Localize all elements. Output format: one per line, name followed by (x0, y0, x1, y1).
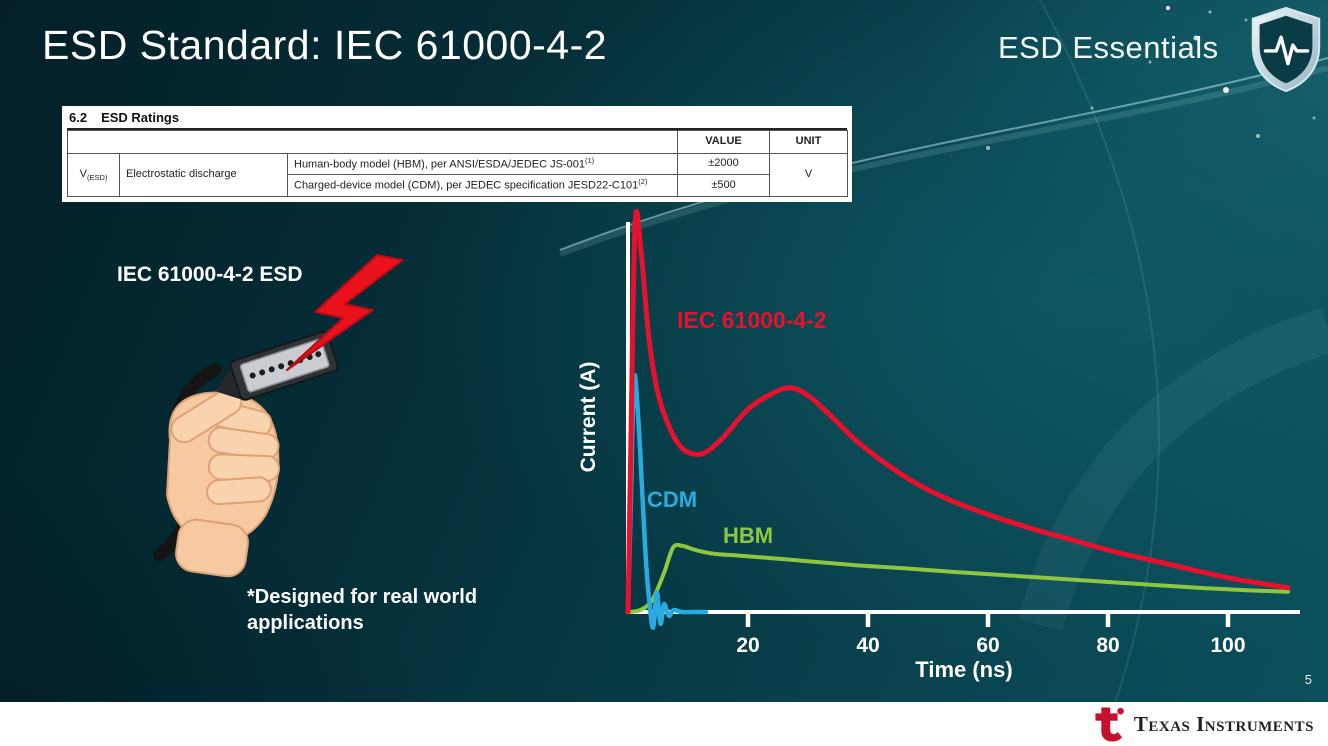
ti-logo: Texas Instruments (1091, 702, 1314, 746)
hand-cable-illustration (153, 254, 404, 578)
series-label-cdm: CDM (647, 487, 698, 512)
hbm-description-cell: Human-body model (HBM), per ANSI/ESDA/JE… (286, 152, 679, 176)
hand (165, 387, 280, 578)
section-number: 6.2 (69, 110, 88, 125)
ti-bug-icon (1095, 707, 1124, 741)
page-number: 5 (1304, 672, 1312, 687)
table-header-row: VALUE UNIT (66, 130, 849, 154)
param-symbol-cell: V(ESD) (67, 153, 120, 197)
unit-header: UNIT (769, 130, 849, 154)
series-label-iec: IEC 61000-4-2 (677, 307, 827, 333)
footnote-text: *Designed for real world applications (247, 586, 478, 634)
hbm-value-cell: ±2000 (677, 152, 771, 176)
x-axis-label: Time (ns) (915, 657, 1013, 682)
ti-logo-text: Texas Instruments (1133, 711, 1314, 736)
series-label-hbm: HBM (723, 523, 774, 548)
current-vs-time-chart: 20 40 60 80 100 Current (A) Time (ns) IEC 61… (555, 195, 1315, 705)
param-name-cell: Electrostatic discharge (119, 153, 288, 197)
table-section-heading: 6.2 ESD Ratings (67, 109, 847, 130)
table-row: V(ESD) Electrostatic discharge Human-bod… (67, 152, 849, 197)
svg-text:60: 60 (976, 634, 999, 657)
hbm-footnote-ref: (1) (585, 156, 595, 165)
y-axis-label: Current (A) (577, 361, 600, 473)
blank-header-cell (66, 130, 679, 154)
footer-bar: Texas Instruments (0, 702, 1328, 746)
svg-text:100: 100 (1210, 634, 1245, 657)
ratings-grid: VALUE UNIT V(ESD) Electrostatic discharg… (66, 130, 849, 197)
shield-icon (1251, 6, 1321, 93)
page-title: ESD Standard: IEC 61000-4-2 (42, 22, 608, 68)
cdm-description-cell: Charged-device model (CDM), per JEDEC sp… (286, 174, 679, 197)
param-symbol: V (79, 167, 87, 180)
svg-text:80: 80 (1096, 634, 1119, 657)
esd-essentials-label: ESD Essentials (998, 30, 1219, 65)
cdm-value-cell: ±500 (677, 174, 771, 197)
param-symbol-subscript: (ESD) (86, 172, 108, 182)
cdm-footnote-ref: (2) (638, 177, 648, 187)
section-title: ESD Ratings (101, 110, 180, 125)
iec-esd-source-label: IEC 61000-4-2 ESD (117, 263, 303, 286)
lightning-bolt-icon (286, 254, 404, 371)
cdm-description: Charged-device model (CDM), per JEDEC sp… (294, 180, 639, 193)
esd-ratings-table: 6.2 ESD Ratings VALUE UNIT V(ESD) Electro… (62, 106, 852, 202)
unit-cell: V (769, 153, 849, 197)
chart-canvas: 20 40 60 80 100 (625, 209, 1300, 657)
svg-text:20: 20 (736, 634, 759, 657)
svg-text:40: 40 (856, 634, 879, 657)
value-header: VALUE (677, 130, 771, 154)
hbm-description: Human-body model (HBM), per ANSI/ESDA/JE… (294, 158, 585, 171)
